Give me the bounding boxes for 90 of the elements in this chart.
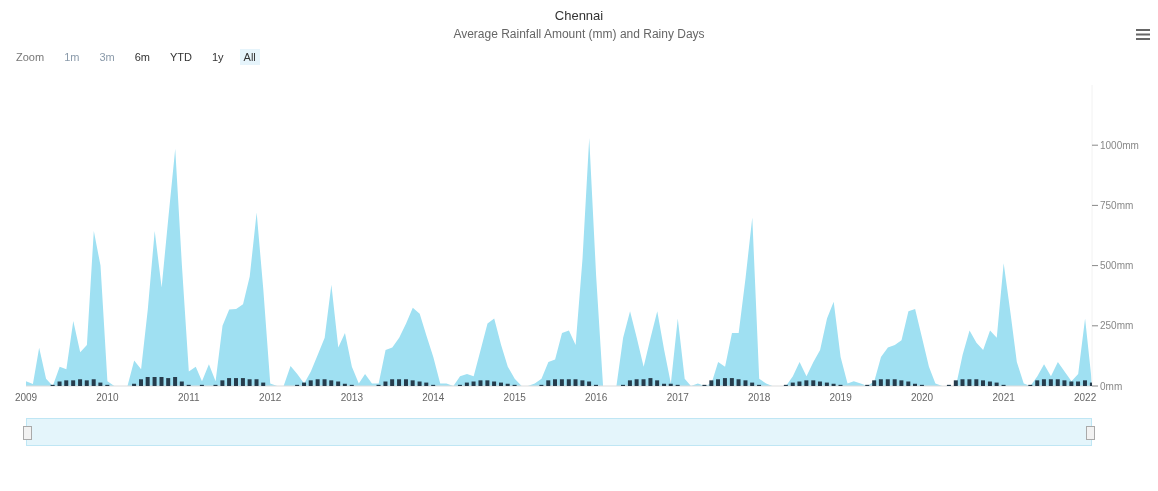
text: All xyxy=(239,49,260,65)
bar xyxy=(573,379,578,386)
bar xyxy=(308,380,313,386)
bar xyxy=(804,380,809,386)
bar xyxy=(390,379,395,386)
x-tick-label: 2019 xyxy=(829,392,853,404)
bar xyxy=(736,379,741,386)
text: 3m xyxy=(98,50,116,65)
bar xyxy=(91,379,96,386)
chart-title: Chennai xyxy=(553,8,605,23)
bar xyxy=(655,380,660,386)
bar xyxy=(1082,380,1087,386)
text: Zoom xyxy=(15,50,46,65)
bar xyxy=(546,380,551,386)
bar xyxy=(478,380,483,386)
bar xyxy=(641,379,646,386)
bar xyxy=(403,379,408,386)
bar xyxy=(397,379,402,386)
bar xyxy=(716,379,721,386)
y-tick-label: 750mm xyxy=(1100,199,1134,211)
bar xyxy=(329,380,334,386)
bar xyxy=(872,380,877,386)
x-tick-label: 2014 xyxy=(422,392,445,404)
x-tick-label: 2013 xyxy=(340,392,364,404)
text: 1y xyxy=(210,50,225,65)
bar xyxy=(552,379,557,386)
bar xyxy=(78,379,83,386)
bar xyxy=(234,378,238,386)
x-tick-label: 2015 xyxy=(503,392,527,404)
bar xyxy=(254,379,259,386)
bar xyxy=(1048,379,1053,386)
bar xyxy=(485,380,490,386)
x-tick-label: 2020 xyxy=(910,392,934,404)
y-tick-label: 1000mm xyxy=(1100,139,1139,151)
bar xyxy=(566,379,571,386)
bar xyxy=(152,377,157,386)
bar xyxy=(722,378,727,386)
bar xyxy=(1035,380,1040,386)
bar xyxy=(634,379,639,386)
bar xyxy=(743,380,748,386)
bar xyxy=(322,379,327,386)
bar xyxy=(885,379,890,386)
x-tick-label: 2022 xyxy=(1073,392,1097,404)
bar xyxy=(648,378,653,386)
bar xyxy=(315,379,320,386)
bar xyxy=(974,379,979,386)
x-tick-label: 2018 xyxy=(748,392,771,404)
bar xyxy=(64,380,69,386)
x-tick-label: 2011 xyxy=(178,392,201,404)
bar xyxy=(709,380,714,386)
bar xyxy=(84,380,89,386)
bar xyxy=(220,380,225,386)
bar xyxy=(166,378,171,386)
bar xyxy=(71,380,76,386)
y-tick-label: 250mm xyxy=(1100,320,1134,332)
y-tick-label: 0mm xyxy=(1100,380,1123,392)
bar xyxy=(410,380,415,386)
bar xyxy=(1055,379,1060,386)
bar xyxy=(627,380,632,386)
text: 1m xyxy=(63,50,81,65)
bar xyxy=(580,380,585,386)
bar xyxy=(145,377,150,386)
chart-subtitle: Average Rainfall Amount (mm) and Rainy Days xyxy=(452,27,706,41)
bar xyxy=(159,377,164,386)
bar xyxy=(247,379,252,386)
bar xyxy=(878,379,883,386)
x-tick-label: 2010 xyxy=(96,392,119,404)
bar xyxy=(559,379,564,386)
y-tick-label: 500mm xyxy=(1100,260,1134,272)
bar xyxy=(960,379,965,386)
x-tick-label: 2016 xyxy=(585,392,608,404)
x-tick-label: 2021 xyxy=(992,392,1016,404)
bar xyxy=(729,378,734,386)
x-tick-label: 2017 xyxy=(666,392,690,404)
bar xyxy=(138,379,143,386)
bar xyxy=(899,380,904,386)
bar xyxy=(981,380,986,386)
text: YTD xyxy=(168,50,193,65)
bar xyxy=(1062,380,1067,386)
bar xyxy=(227,378,232,386)
x-tick-label: 2009 xyxy=(14,392,38,404)
bar xyxy=(967,379,972,386)
bar xyxy=(173,377,178,386)
bar xyxy=(1041,379,1046,386)
bar xyxy=(811,380,816,386)
text: 6m xyxy=(133,50,151,65)
bar xyxy=(953,380,958,386)
x-tick-label: 2012 xyxy=(259,392,282,404)
bar xyxy=(892,379,897,386)
bar xyxy=(240,378,245,386)
